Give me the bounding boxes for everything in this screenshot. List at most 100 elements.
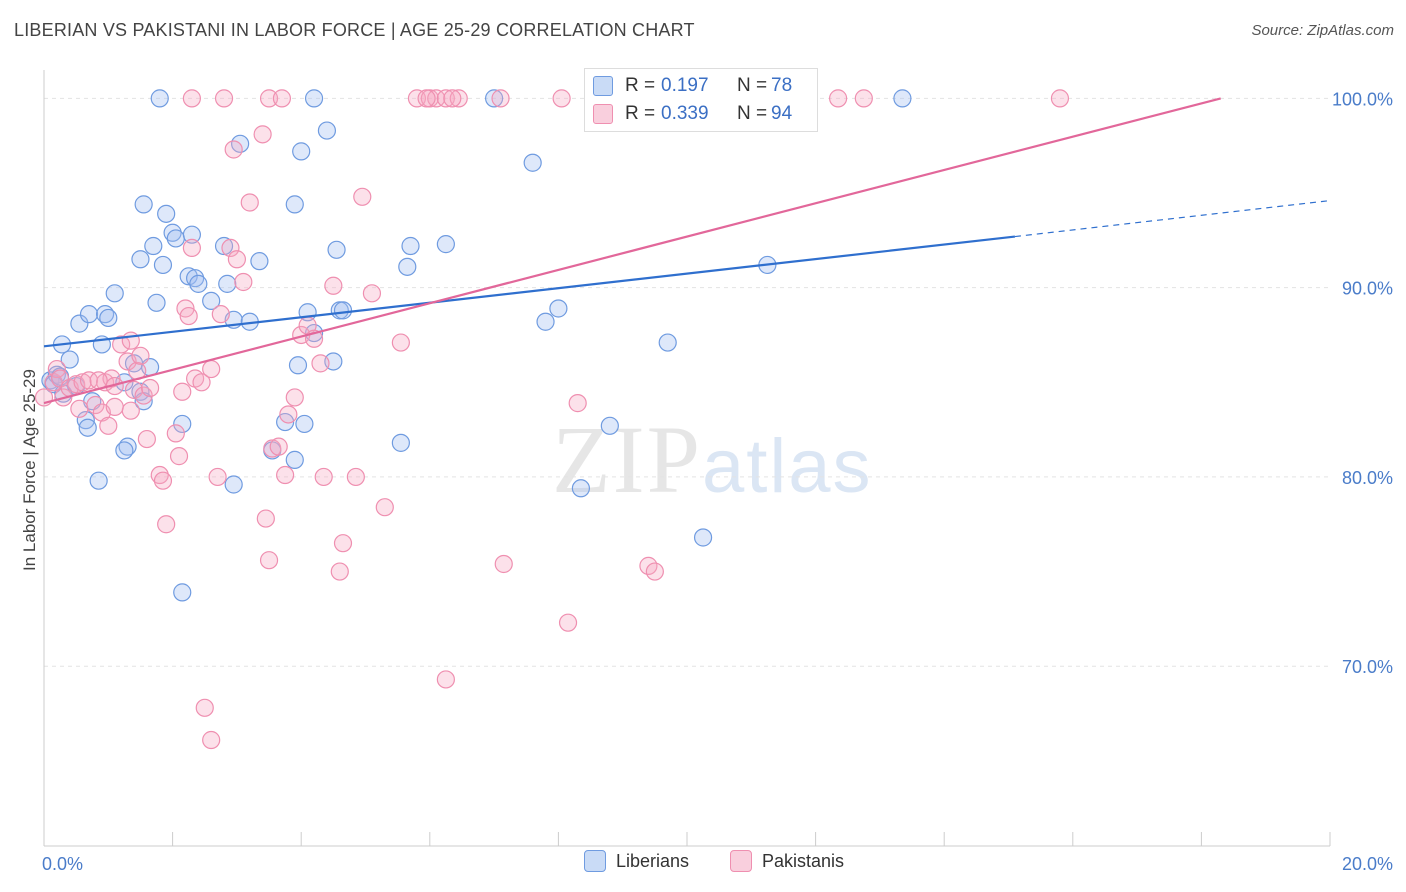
source-credit: Source: ZipAtlas.com bbox=[1251, 22, 1394, 39]
stats-row-pakistanis: R = 0.339 N = 94 bbox=[593, 101, 792, 127]
pakistanis-point bbox=[491, 89, 510, 108]
pakistanis-point bbox=[214, 89, 234, 108]
pakistanis-point bbox=[99, 416, 118, 435]
liberians-trend-line bbox=[43, 235, 1016, 348]
liberians-point bbox=[893, 89, 912, 108]
n-label: N = bbox=[737, 75, 768, 96]
liberians-point bbox=[76, 411, 95, 430]
pakistanis-point bbox=[79, 371, 99, 390]
liberians-point bbox=[658, 333, 677, 352]
pakistanis-point bbox=[105, 397, 124, 416]
stats-swatch-pakistanis bbox=[593, 104, 613, 124]
y-tick-label: 80.0% bbox=[1342, 468, 1393, 488]
pakistanis-point bbox=[153, 471, 173, 490]
pakistanis-point bbox=[259, 551, 279, 570]
liberians-point bbox=[157, 204, 176, 223]
liberians-point bbox=[166, 229, 185, 248]
liberians-point bbox=[173, 583, 192, 602]
liberians-point bbox=[182, 225, 201, 244]
liberians-point bbox=[401, 236, 420, 256]
liberians-point bbox=[288, 356, 308, 375]
legend-swatch-liberians bbox=[584, 850, 606, 872]
liberians-point bbox=[295, 414, 314, 434]
pakistanis-point bbox=[124, 380, 144, 399]
liberians-point bbox=[70, 314, 89, 333]
pakistanis-point bbox=[121, 401, 140, 420]
liberians-point bbox=[78, 418, 97, 437]
liberians-point bbox=[693, 528, 713, 547]
n-value: 78 bbox=[771, 75, 793, 96]
liberians-point bbox=[485, 89, 504, 108]
legend-item-liberians[interactable]: Liberians bbox=[584, 850, 689, 872]
pakistanis-point bbox=[276, 465, 295, 485]
pakistanis-point bbox=[494, 554, 513, 574]
pakistanis-point bbox=[417, 89, 436, 108]
liberians-point bbox=[99, 308, 118, 328]
liberians-point bbox=[163, 223, 182, 242]
pakistanis-point bbox=[73, 373, 92, 392]
trend-lines bbox=[43, 97, 1331, 405]
pakistanis-point bbox=[854, 89, 873, 108]
n-label: N = bbox=[737, 103, 768, 124]
liberians-point bbox=[79, 305, 99, 324]
pakistanis-point bbox=[169, 447, 189, 466]
pakistanis-point bbox=[324, 276, 343, 295]
correlation-stats-box: R = 0.197 N = 78 R = 0.339 N = 94 bbox=[584, 68, 818, 132]
r-label: R = bbox=[625, 103, 656, 124]
pakistanis-point bbox=[140, 378, 160, 398]
stats-swatch-liberians bbox=[593, 76, 613, 96]
liberians-point bbox=[214, 236, 234, 256]
y-tick-label: 100.0% bbox=[1332, 89, 1393, 109]
pakistanis-points bbox=[34, 89, 1070, 750]
pakistanis-point bbox=[259, 89, 279, 108]
pakistanis-point bbox=[131, 346, 150, 365]
liberians-point bbox=[523, 153, 542, 172]
pakistanis-point bbox=[375, 498, 394, 517]
pakistanis-point bbox=[333, 534, 353, 553]
pakistanis-point bbox=[182, 89, 201, 108]
pakistanis-point bbox=[224, 140, 243, 159]
liberians-point bbox=[147, 293, 166, 312]
pakistanis-point bbox=[157, 515, 176, 534]
pakistanis-point bbox=[34, 388, 54, 407]
liberians-point bbox=[571, 479, 591, 498]
pakistanis-point bbox=[427, 89, 446, 108]
liberians-point bbox=[600, 416, 619, 435]
liberians-point bbox=[131, 250, 150, 269]
liberians-point bbox=[398, 257, 417, 276]
legend-label-liberians: Liberians bbox=[616, 850, 690, 871]
pakistanis-point bbox=[253, 125, 272, 144]
liberians-point bbox=[60, 350, 79, 369]
liberians-point bbox=[186, 269, 205, 288]
liberians-point bbox=[250, 252, 269, 271]
pakistanis-point bbox=[134, 386, 153, 405]
liberians-point bbox=[292, 142, 311, 161]
pakistanis-point bbox=[221, 238, 240, 258]
liberians-point bbox=[150, 89, 169, 108]
pakistanis-point bbox=[346, 467, 365, 487]
gridlines bbox=[44, 97, 1330, 667]
pakistanis-point bbox=[50, 369, 70, 388]
liberians-point bbox=[218, 274, 237, 293]
liberians-point bbox=[285, 450, 304, 469]
legend-item-pakistanis[interactable]: Pakistanis bbox=[730, 850, 844, 872]
pakistanis-point bbox=[121, 331, 140, 350]
liberians-point bbox=[436, 235, 455, 254]
pakistanis-point bbox=[362, 284, 382, 303]
liberians-point bbox=[134, 195, 153, 214]
pakistanis-point bbox=[70, 399, 89, 418]
pakistanis-point bbox=[86, 395, 105, 415]
pakistanis-point bbox=[436, 89, 455, 108]
pakistanis-point bbox=[436, 670, 455, 689]
legend: Liberians Pakistanis bbox=[0, 850, 1406, 878]
liberians-point bbox=[391, 433, 410, 452]
r-value: 0.339 bbox=[661, 103, 709, 124]
pakistanis-point bbox=[645, 562, 664, 581]
pakistanis-point bbox=[256, 509, 275, 528]
pakistanis-point bbox=[272, 89, 292, 108]
pakistanis-point bbox=[443, 89, 462, 108]
pakistanis-point bbox=[195, 698, 214, 717]
legend-label-pakistanis: Pakistanis bbox=[762, 850, 845, 871]
liberians-point bbox=[189, 274, 208, 293]
liberians-trend-extension bbox=[1014, 199, 1331, 238]
